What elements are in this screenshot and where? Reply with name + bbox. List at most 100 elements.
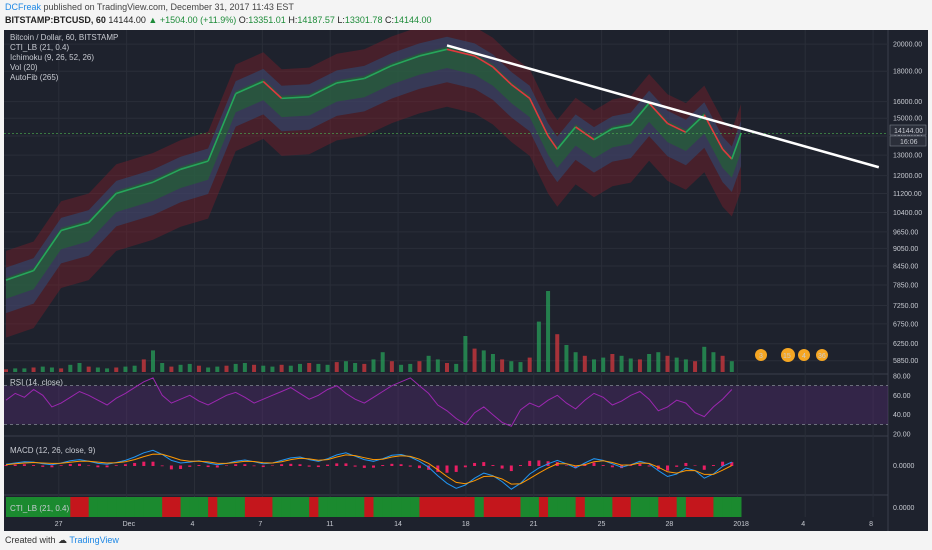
time-tick-label: 2018	[733, 521, 749, 528]
cti-cell	[300, 497, 310, 517]
cti-cell	[162, 497, 172, 517]
legend-autofib[interactable]: AutoFib (265)	[10, 73, 59, 82]
macd-histogram-bar	[528, 460, 532, 466]
cti-cell	[594, 497, 604, 517]
volume-bar	[362, 363, 367, 372]
cti-cell	[15, 497, 25, 517]
legend-volume[interactable]: Vol (20)	[10, 63, 38, 72]
volume-bar	[592, 359, 596, 372]
macd-histogram-bar	[206, 465, 210, 468]
macd-histogram-bar	[270, 465, 274, 466]
cti-cell	[364, 497, 374, 517]
event-count: 36	[818, 353, 826, 360]
cti-cell	[704, 497, 714, 517]
price-tick-label: 10400.00	[893, 210, 922, 217]
cti-cell	[447, 497, 457, 517]
legend-cti-pane[interactable]: CTI_LB (21, 0.4)	[10, 504, 69, 513]
volume-bar	[463, 336, 468, 372]
legend-rsi[interactable]: RSI (14, close)	[10, 378, 63, 387]
macd-histogram-bar	[32, 465, 36, 466]
price-segment	[5, 269, 34, 281]
volume-bar	[527, 357, 532, 372]
macd-histogram-bar	[353, 465, 357, 467]
macd-histogram-bar	[509, 465, 513, 472]
cti-cell	[382, 497, 393, 517]
cti-cell	[116, 497, 126, 517]
volume-bar	[665, 355, 670, 372]
volume-bar	[518, 362, 523, 372]
event-icon[interactable]	[755, 349, 767, 361]
macd-histogram-bar	[151, 461, 155, 466]
macd-pane	[4, 449, 734, 490]
event-icon[interactable]	[798, 349, 810, 361]
event-icon[interactable]	[781, 348, 795, 362]
cti-cell	[51, 497, 62, 517]
price-tick-label: 6250.00	[893, 341, 918, 348]
chart-area[interactable]: 20000.0018000.0016000.0015000.0014000.00…	[4, 30, 928, 531]
volume-bar	[389, 361, 394, 372]
price-segment	[648, 102, 669, 124]
time-tick-label: 4	[801, 521, 805, 528]
volume-bar	[628, 358, 633, 372]
cti-cell	[621, 497, 632, 517]
legend-cti[interactable]: CTI_LB (21, 0.4)	[10, 43, 69, 52]
cti-cell	[676, 497, 687, 517]
volume-bar	[316, 363, 321, 372]
legend-ichimoku[interactable]: Ichimoku (9, 26, 52, 26)	[10, 53, 94, 62]
cloud-icon: ☁	[58, 535, 68, 545]
brand-link[interactable]: TradingView	[69, 535, 119, 545]
price-segment	[703, 114, 724, 150]
time-tick-label: Dec	[123, 521, 136, 528]
cti-cell	[254, 497, 264, 517]
macd-histogram-bar	[252, 465, 256, 467]
cti-cell	[281, 497, 292, 517]
volume-bar	[279, 364, 284, 372]
price-tick-label: 12000.00	[893, 173, 922, 180]
price-segment	[446, 48, 475, 57]
volume-bar	[178, 364, 183, 372]
volume-bar	[555, 334, 560, 372]
volume-bar	[711, 352, 716, 372]
price-segment	[391, 55, 420, 67]
cti-cell	[24, 497, 35, 517]
price-series	[4, 48, 888, 281]
volume-bar	[720, 355, 725, 372]
macd-histogram-bar	[482, 462, 486, 466]
cti-cell	[658, 497, 668, 517]
macd-histogram-bar	[179, 465, 183, 469]
price-segment	[308, 82, 338, 98]
macd-histogram-bar	[463, 465, 467, 468]
macd-histogram-bar	[59, 465, 63, 466]
time-tick-label: 25	[598, 521, 606, 528]
macd-histogram-bar	[78, 463, 81, 466]
volume-bar	[151, 350, 155, 372]
event-count: 15	[783, 353, 791, 360]
author-link[interactable]: DCFreak	[5, 2, 42, 12]
created-with-text: Created with	[5, 535, 56, 545]
chart-header: DCFreak published on TradingView.com, De…	[0, 0, 932, 30]
macd-histogram-bar	[307, 465, 311, 467]
volume-bar	[325, 364, 330, 372]
price-segment	[722, 148, 733, 160]
event-icon[interactable]	[816, 349, 828, 361]
price-segment	[336, 77, 365, 84]
macd-histogram-bar	[188, 465, 192, 467]
volume-bar	[86, 366, 91, 372]
chart-canvas[interactable]: 20000.0018000.0016000.0015000.0014000.00…	[4, 30, 928, 531]
time-tick-label: 11	[326, 521, 333, 528]
rsi-line	[5, 377, 733, 427]
price-tick-label: 5850.00	[893, 358, 918, 365]
macd-histogram-bar	[169, 465, 173, 470]
price-segment	[281, 95, 310, 100]
volume-bar	[647, 354, 652, 372]
volume-bar	[242, 363, 247, 372]
legend-macd[interactable]: MACD (12, 26, close, 9)	[10, 446, 96, 455]
macd-histogram-bar	[234, 464, 238, 466]
macd-histogram-bar	[399, 464, 403, 466]
volume-bar	[371, 359, 376, 372]
cti-cell	[198, 497, 209, 517]
legend-symbol[interactable]: Bitcoin / Dollar, 60, BITSTAMP	[10, 33, 118, 42]
symbol-text: BITSTAMP:BTCUSD, 60	[5, 15, 106, 25]
price-segment	[116, 181, 154, 195]
cti-cell	[492, 497, 503, 517]
